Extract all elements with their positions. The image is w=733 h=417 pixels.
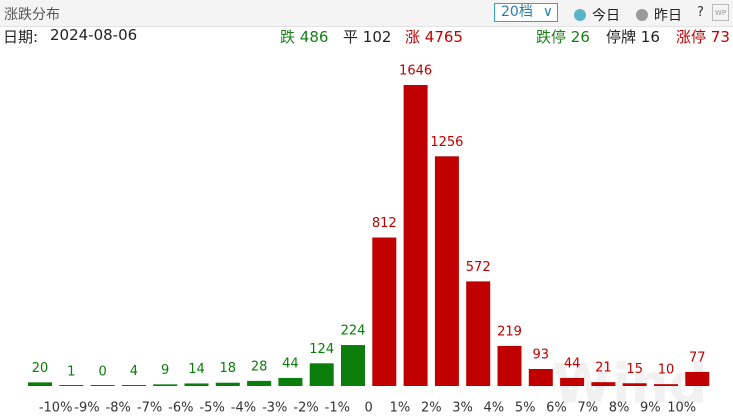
arrow: ∨ <box>542 4 553 20</box>
radio-label: 昨日 <box>654 8 682 24</box>
bar <box>560 377 585 386</box>
x-tick-label: -1% <box>325 401 350 416</box>
bar <box>59 385 84 386</box>
bar <box>90 385 115 386</box>
bar <box>341 345 365 386</box>
bar <box>654 384 678 386</box>
bar <box>685 371 710 386</box>
stat-value: 102 <box>362 28 392 46</box>
radio-label: 今日 <box>592 8 620 24</box>
stat-label: 跌停 <box>536 28 567 46</box>
stat-value: 486 <box>299 28 329 46</box>
value-label: 44 <box>282 356 299 371</box>
bar <box>497 345 522 386</box>
radio-today[interactable]: 今日 <box>574 5 620 25</box>
value-label: 28 <box>251 359 268 374</box>
bar <box>28 382 52 386</box>
bar <box>153 384 178 386</box>
value-label: 812 <box>372 216 397 231</box>
date-label: 日期: <box>3 28 39 46</box>
value-label: 219 <box>497 324 522 339</box>
icon[interactable]: WP <box>712 4 729 21</box>
value-label: 124 <box>309 342 334 357</box>
bar <box>622 383 647 386</box>
value-label: 572 <box>466 260 491 275</box>
value-label: 1 <box>67 364 75 379</box>
x-tick-label: 3% <box>452 401 473 416</box>
stat-value: 4765 <box>424 28 463 46</box>
x-tick-label: 7% <box>577 401 598 416</box>
bar <box>591 382 616 386</box>
value-label: 1646 <box>399 64 432 79</box>
bar <box>278 377 303 386</box>
x-tick-label: 6% <box>546 401 567 416</box>
bar <box>372 237 397 386</box>
value-label: 10 <box>658 363 675 378</box>
bar <box>215 382 240 386</box>
x-tick-label: 5% <box>515 401 536 416</box>
stat-label: 平 <box>343 28 359 46</box>
header: 涨跌分布 20档 ∨ 今日 昨日 ? WP <box>0 0 733 27</box>
value-label: 77 <box>689 350 706 365</box>
value-label: 0 <box>98 365 106 380</box>
x-tick-label: -8% <box>106 401 131 416</box>
bar <box>403 85 428 386</box>
x-tick-label: 8% <box>609 401 630 416</box>
value-label: 15 <box>626 362 643 377</box>
stat-label: 涨停 <box>676 28 707 46</box>
x-tick-label: -2% <box>293 401 318 416</box>
x-tick-label: 10% <box>667 401 696 416</box>
stat-label: 涨 <box>405 28 421 46</box>
stat-value: 26 <box>570 28 590 46</box>
value-label: 4 <box>130 364 138 379</box>
help[interactable]: ? <box>697 5 704 20</box>
radio-yesterday[interactable]: 昨日 <box>636 5 682 25</box>
value-label: 20 <box>32 361 49 376</box>
stat-label: 停牌 <box>606 28 637 46</box>
x-tick-label: 4% <box>484 401 505 416</box>
value-label: 14 <box>188 362 205 377</box>
x-tick-label: -3% <box>262 401 287 416</box>
x-tick-label: -10% <box>39 401 73 416</box>
x-tick-label: -7% <box>137 401 162 416</box>
bar <box>466 281 491 386</box>
value-label: 18 <box>220 361 237 376</box>
stat-label: 跌 <box>280 28 296 46</box>
stat-value: 73 <box>710 28 730 46</box>
value-label: 9 <box>161 363 169 378</box>
bar <box>247 380 272 386</box>
bin-select[interactable]: 20档 ∨ <box>494 3 558 22</box>
bar <box>121 385 146 386</box>
select-text: 20档 <box>501 4 533 20</box>
value-label: 1256 <box>430 135 463 150</box>
panel-title: 涨跌分布 <box>4 7 60 23</box>
bar <box>184 383 209 386</box>
stat-value: 16 <box>640 28 660 46</box>
x-tick-label: 1% <box>390 401 411 416</box>
date: 2024-08-06 <box>50 26 138 44</box>
value-label: 224 <box>341 324 366 339</box>
value-label: 93 <box>533 347 550 362</box>
x-tick-label: -5% <box>199 401 224 416</box>
x-tick-label: 2% <box>421 401 442 416</box>
x-tick-label: 0 <box>365 401 373 416</box>
bar <box>434 156 459 386</box>
bar <box>528 368 553 386</box>
x-tick-label: -6% <box>168 401 193 416</box>
x-tick-label: 9% <box>640 401 661 416</box>
value-label: 44 <box>564 356 581 371</box>
bar <box>309 363 334 386</box>
x-tick-label: -4% <box>231 401 256 416</box>
x-tick-label: -9% <box>74 401 99 416</box>
value-label: 21 <box>595 361 612 376</box>
